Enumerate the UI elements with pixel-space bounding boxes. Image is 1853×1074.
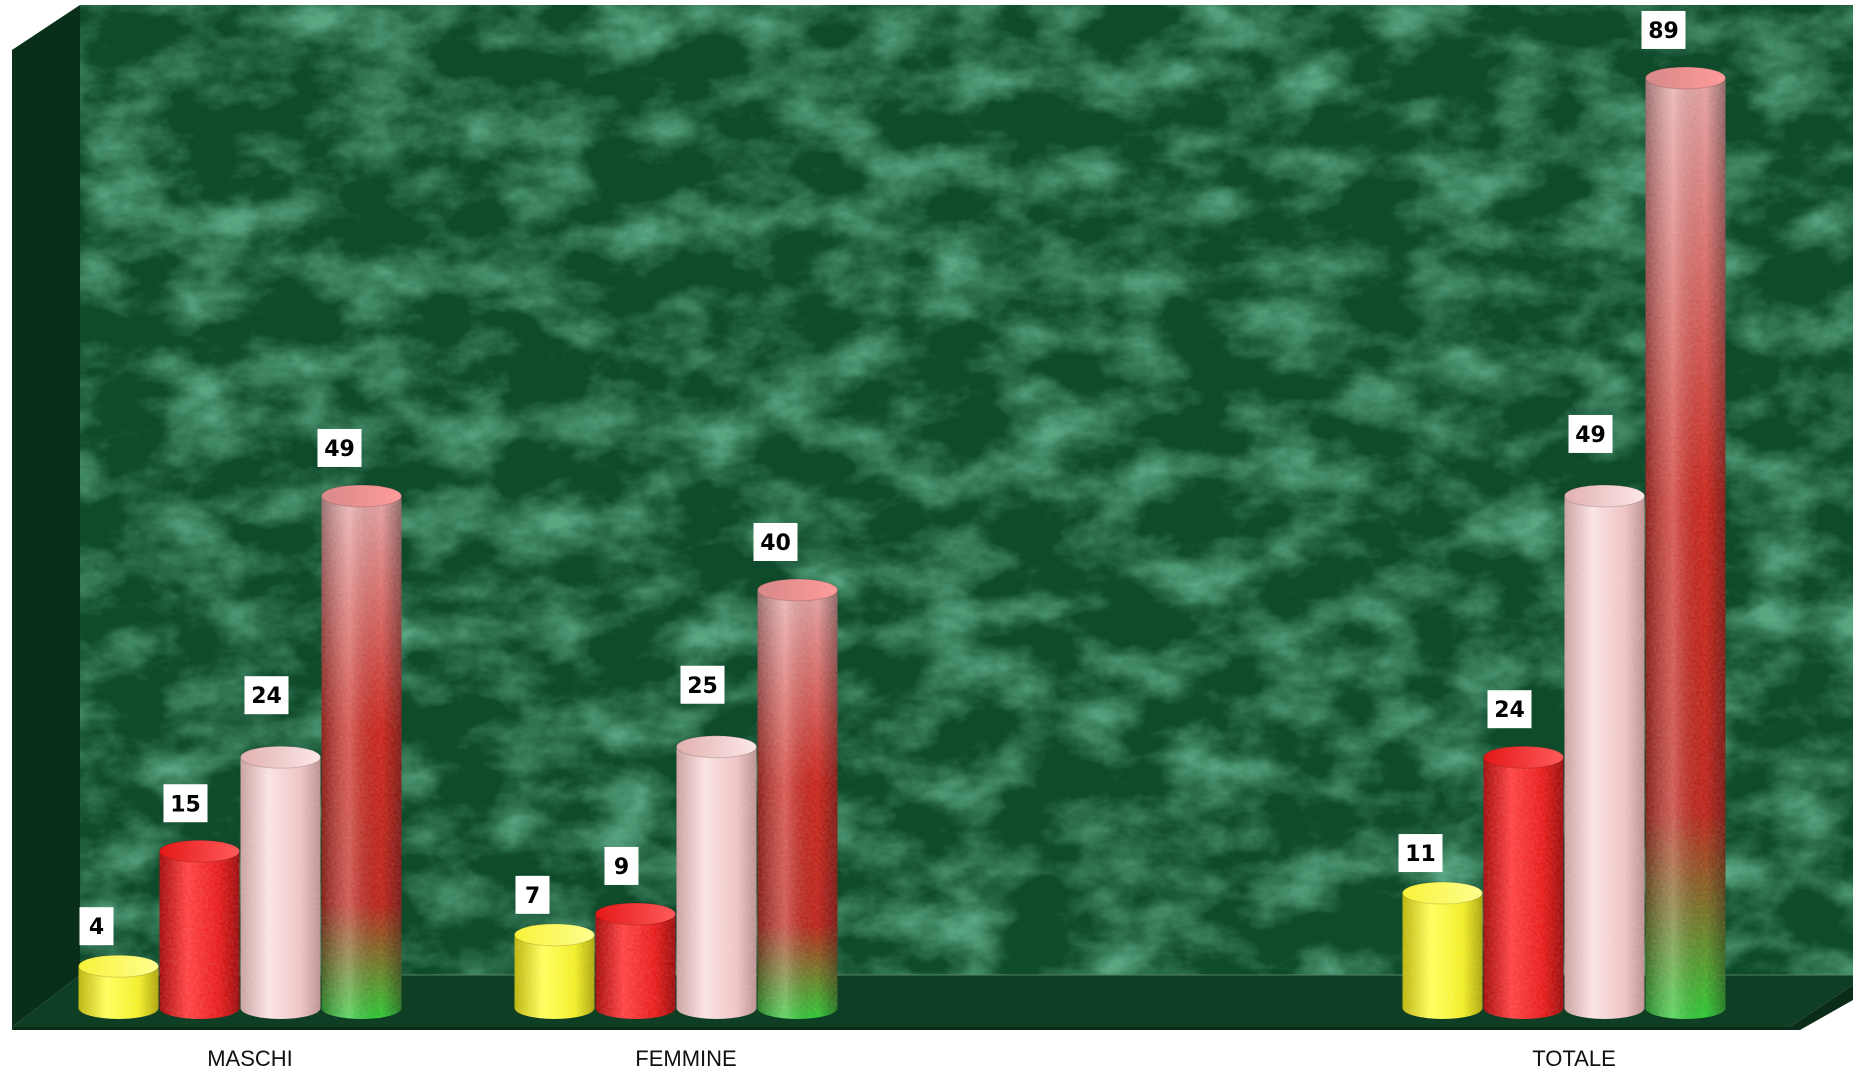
data-label-box [1398,834,1443,873]
bar [1402,881,1483,1020]
bar-texture [514,934,595,1020]
bar-texture [757,590,838,1020]
bar [1564,484,1645,1020]
bar-texture [1645,77,1726,1020]
data-label-box [1487,690,1532,729]
bar-top [1564,484,1645,508]
data-label: 89 [1641,10,1686,49]
data-label-text: 7 [525,884,540,909]
bar [240,745,321,1019]
bar-texture [1402,893,1483,1020]
bar [514,923,595,1020]
data-label-text: 89 [1648,19,1679,44]
data-label-box [1641,10,1686,49]
category-label: FEMMINE [635,1046,736,1071]
side-wall [12,5,80,1027]
bar-texture [321,495,402,1020]
bar [757,578,838,1020]
data-label-box [753,523,798,561]
data-label-text: 49 [324,437,355,462]
bar [78,954,159,1020]
data-label: 40 [753,523,798,561]
data-label-text: 9 [614,855,629,880]
bar-top [1402,881,1483,905]
bar-texture [676,746,757,1020]
data-label-box [244,676,289,715]
data-label-text: 49 [1575,423,1606,448]
data-label: 49 [1568,414,1613,453]
bars-group [78,66,1726,1020]
data-label-box [163,784,208,823]
bar-top [159,839,240,863]
data-label: 49 [317,428,362,467]
data-label-text: 4 [89,915,104,940]
data-label-box [604,846,639,885]
data-label: 24 [1487,690,1532,729]
bar [595,902,676,1020]
data-label: 15 [163,784,208,823]
data-label-text: 24 [1494,698,1525,723]
bar-texture [1564,495,1645,1020]
bar [321,484,402,1020]
data-label-box [680,665,725,704]
side-wall-texture [12,5,80,1027]
data-label-text: 11 [1405,842,1436,867]
bar-top [1483,745,1564,769]
floor [12,975,1853,1027]
data-label-text: 15 [170,792,201,817]
bar-top [1645,66,1726,90]
bar-texture [240,757,321,1019]
data-label-box [79,907,114,946]
bar-top [321,484,402,508]
bar [1645,66,1726,1020]
bar-texture [159,851,240,1020]
data-labels-group: 4 15 24 49 7 9 25 40 11 24 49 89 [79,10,1686,946]
data-label: 24 [244,676,289,715]
category-labels-group: MASCHI FEMMINE TOTALE [207,1046,1616,1071]
data-label-text: 40 [760,531,791,556]
bar-texture [1483,757,1564,1020]
bar-top [240,745,321,769]
data-label-text: 25 [687,674,718,699]
data-label-box [317,428,362,467]
bar-top [757,578,838,602]
bar-texture [78,966,159,1020]
bar [159,839,240,1020]
bar-top [514,923,595,947]
category-label: MASCHI [207,1046,293,1071]
bar-top [595,902,676,926]
category-label: TOTALE [1532,1046,1616,1071]
data-label-text: 24 [251,684,282,709]
data-label: 11 [1398,834,1443,873]
data-label: 9 [604,846,639,885]
bar-top [78,954,159,978]
bar [676,735,757,1020]
bar [1483,745,1564,1020]
data-label: 4 [79,907,114,946]
data-label: 7 [515,875,550,914]
data-label-box [1568,414,1613,453]
bar-top [676,735,757,759]
bar-texture [595,913,676,1020]
data-label-box [515,875,550,914]
data-label: 25 [680,665,725,704]
